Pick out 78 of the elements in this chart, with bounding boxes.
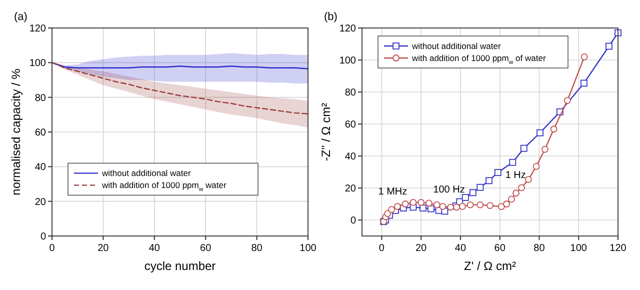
point	[439, 202, 446, 210]
x-axis-title: Z' / Ω cm²	[464, 259, 516, 273]
point	[508, 196, 515, 203]
legend-label: without additional water	[101, 168, 191, 178]
legend-label: with addition of 1000 ppm$_{w}$ water	[101, 180, 226, 194]
point	[433, 201, 440, 208]
point	[486, 202, 494, 210]
legend-label: with addition of 1000 ppm$_{w}$ of water	[411, 53, 546, 66]
point	[509, 158, 516, 166]
annotation: 1 Hz	[505, 170, 526, 181]
point	[580, 53, 588, 60]
point	[580, 80, 588, 87]
point	[512, 190, 520, 197]
chart-title: (b)	[324, 11, 338, 23]
point	[524, 176, 532, 183]
point	[520, 144, 528, 152]
x-tick-label: 120	[610, 243, 627, 254]
x-tick-label: 40	[454, 243, 466, 254]
point	[426, 200, 432, 207]
line-series	[51, 62, 309, 114]
y-tick-label: 80	[34, 92, 46, 104]
point	[541, 146, 548, 153]
point	[388, 206, 395, 214]
chart-title: (a)	[14, 11, 28, 23]
point	[462, 194, 469, 201]
legend-label: without additional water	[411, 41, 501, 51]
x-tick-label: 0	[378, 243, 385, 254]
y-axis-title: normalised capacity / %	[9, 68, 23, 196]
point	[550, 126, 558, 133]
point	[532, 162, 540, 170]
y-tick-label: 100	[29, 58, 46, 70]
point	[469, 189, 476, 196]
x-tick-label: 20	[416, 243, 428, 254]
x-tick-label: 60	[200, 243, 212, 254]
y-tick-label: 20	[34, 196, 46, 208]
y-tick-label: 20	[344, 184, 356, 194]
point	[458, 202, 466, 210]
y-tick-label: 80	[344, 88, 356, 98]
x-tick-label: 100	[570, 243, 588, 254]
point	[564, 97, 571, 104]
y-tick-label: 120	[339, 24, 356, 34]
point	[420, 204, 426, 212]
point	[402, 200, 409, 208]
point	[410, 198, 417, 206]
y-tick-label: 40	[344, 152, 356, 162]
point	[498, 203, 505, 210]
y-tick-label: 120	[29, 24, 46, 34]
x-tick-label: 80	[251, 243, 263, 254]
point	[476, 184, 484, 191]
point	[394, 202, 401, 210]
point	[486, 177, 492, 184]
point	[427, 205, 434, 212]
point	[447, 204, 454, 211]
y-tick-label: 0	[40, 232, 46, 242]
point	[466, 201, 474, 208]
y-axis-title: -Z'' / Ω cm²	[319, 102, 333, 162]
x-tick-label: 40	[148, 243, 160, 254]
y-tick-label: 40	[34, 162, 46, 174]
point	[418, 198, 425, 206]
point	[476, 201, 484, 208]
point	[494, 169, 502, 176]
x-tick-label: 60	[494, 243, 506, 254]
annotation: 1 MHz	[378, 186, 408, 198]
y-tick-label: 0	[350, 216, 356, 226]
y-tick-label: 60	[344, 120, 356, 130]
point	[503, 200, 510, 208]
annotation: 100 Hz	[433, 184, 465, 196]
y-tick-label: 60	[34, 128, 46, 138]
point	[518, 184, 525, 192]
point	[605, 42, 612, 50]
point	[614, 29, 622, 36]
y-tick-label: 100	[339, 56, 356, 66]
x-tick-label: 0	[49, 243, 56, 254]
point	[536, 129, 544, 136]
x-axis-title: cycle number	[144, 259, 216, 273]
x-tick-label: 80	[534, 243, 546, 254]
x-tick-label: 20	[98, 243, 110, 254]
x-tick-label: 100	[300, 243, 317, 254]
